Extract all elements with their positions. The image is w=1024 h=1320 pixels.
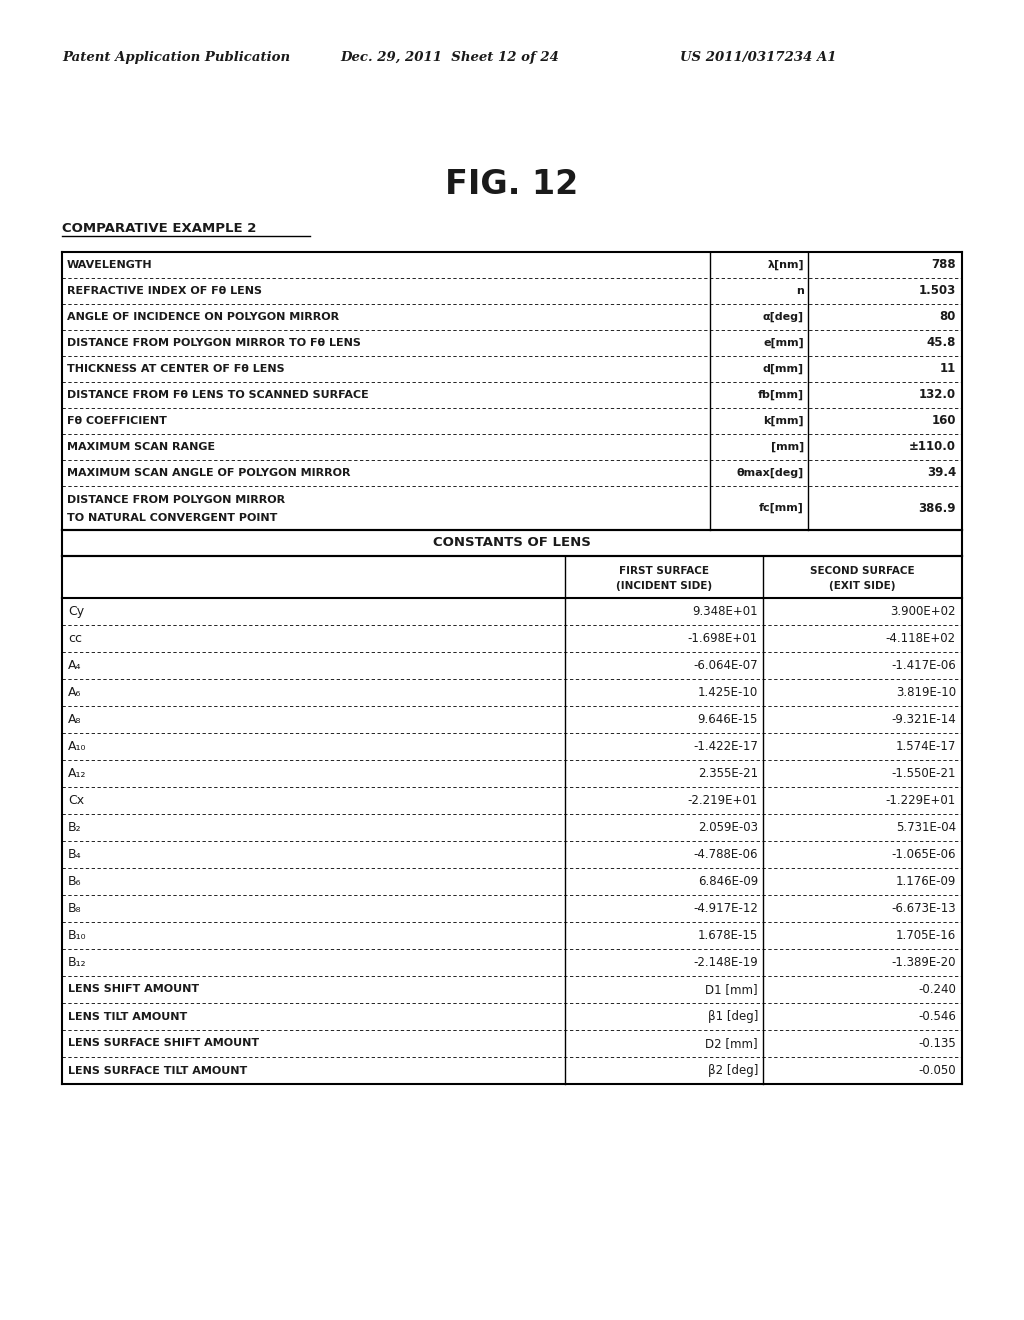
Text: 11: 11: [940, 363, 956, 375]
Text: -0.050: -0.050: [919, 1064, 956, 1077]
Text: CONSTANTS OF LENS: CONSTANTS OF LENS: [433, 536, 591, 549]
Text: -6.064E-07: -6.064E-07: [693, 659, 758, 672]
Text: -0.240: -0.240: [919, 983, 956, 997]
Text: 9.348E+01: 9.348E+01: [692, 605, 758, 618]
Text: -2.219E+01: -2.219E+01: [688, 795, 758, 807]
Text: B₆: B₆: [68, 875, 82, 888]
Text: -9.321E-14: -9.321E-14: [891, 713, 956, 726]
Text: n: n: [796, 286, 804, 296]
Text: B₈: B₈: [68, 902, 82, 915]
Text: B₄: B₄: [68, 847, 82, 861]
Text: FIG. 12: FIG. 12: [445, 169, 579, 202]
Text: DISTANCE FROM POLYGON MIRROR: DISTANCE FROM POLYGON MIRROR: [67, 495, 285, 506]
Text: -1.550E-21: -1.550E-21: [892, 767, 956, 780]
Text: LENS SURFACE TILT AMOUNT: LENS SURFACE TILT AMOUNT: [68, 1065, 247, 1076]
Text: ±110.0: ±110.0: [909, 441, 956, 454]
Text: MAXIMUM SCAN RANGE: MAXIMUM SCAN RANGE: [67, 442, 215, 451]
Text: Cy: Cy: [68, 605, 84, 618]
Text: d[mm]: d[mm]: [763, 364, 804, 374]
Text: β2 [deg]: β2 [deg]: [708, 1064, 758, 1077]
Text: WAVELENGTH: WAVELENGTH: [67, 260, 153, 271]
Text: DISTANCE FROM Fθ LENS TO SCANNED SURFACE: DISTANCE FROM Fθ LENS TO SCANNED SURFACE: [67, 389, 369, 400]
Text: SECOND SURFACE: SECOND SURFACE: [810, 566, 914, 576]
Text: θmax[deg]: θmax[deg]: [736, 467, 804, 478]
Text: [mm]: [mm]: [771, 442, 804, 453]
Text: LENS SURFACE SHIFT AMOUNT: LENS SURFACE SHIFT AMOUNT: [68, 1039, 259, 1048]
Text: k[mm]: k[mm]: [763, 416, 804, 426]
Text: 1.574E-17: 1.574E-17: [896, 741, 956, 752]
Text: 788: 788: [932, 259, 956, 272]
Text: B₂: B₂: [68, 821, 82, 834]
Text: 6.846E-09: 6.846E-09: [697, 875, 758, 888]
Text: (EXIT SIDE): (EXIT SIDE): [829, 581, 896, 591]
Text: 39.4: 39.4: [927, 466, 956, 479]
Text: 2.059E-03: 2.059E-03: [698, 821, 758, 834]
Text: B₁₂: B₁₂: [68, 956, 87, 969]
Text: -0.546: -0.546: [919, 1010, 956, 1023]
Text: 1.705E-16: 1.705E-16: [896, 929, 956, 942]
Text: 3.819E-10: 3.819E-10: [896, 686, 956, 700]
Text: -6.673E-13: -6.673E-13: [891, 902, 956, 915]
Text: -1.422E-17: -1.422E-17: [693, 741, 758, 752]
Text: D1 [mm]: D1 [mm]: [706, 983, 758, 997]
Text: fb[mm]: fb[mm]: [758, 389, 804, 400]
Text: LENS TILT AMOUNT: LENS TILT AMOUNT: [68, 1011, 187, 1022]
Text: COMPARATIVE EXAMPLE 2: COMPARATIVE EXAMPLE 2: [62, 222, 256, 235]
Text: -1.417E-06: -1.417E-06: [891, 659, 956, 672]
Text: 1.425E-10: 1.425E-10: [697, 686, 758, 700]
Text: LENS SHIFT AMOUNT: LENS SHIFT AMOUNT: [68, 985, 199, 994]
Text: MAXIMUM SCAN ANGLE OF POLYGON MIRROR: MAXIMUM SCAN ANGLE OF POLYGON MIRROR: [67, 469, 350, 478]
Text: -1.698E+01: -1.698E+01: [688, 632, 758, 645]
Text: -4.118E+02: -4.118E+02: [886, 632, 956, 645]
Text: 2.355E-21: 2.355E-21: [698, 767, 758, 780]
Text: 3.900E+02: 3.900E+02: [891, 605, 956, 618]
Text: A₄: A₄: [68, 659, 82, 672]
Text: -1.065E-06: -1.065E-06: [892, 847, 956, 861]
Text: fc[mm]: fc[mm]: [759, 503, 804, 513]
Text: 160: 160: [932, 414, 956, 428]
Text: e[mm]: e[mm]: [763, 338, 804, 348]
Text: -0.135: -0.135: [919, 1038, 956, 1049]
Text: TO NATURAL CONVERGENT POINT: TO NATURAL CONVERGENT POINT: [67, 512, 278, 523]
Text: -1.389E-20: -1.389E-20: [892, 956, 956, 969]
Text: 5.731E-04: 5.731E-04: [896, 821, 956, 834]
Text: A₆: A₆: [68, 686, 81, 700]
Text: α[deg]: α[deg]: [763, 312, 804, 322]
Text: A₈: A₈: [68, 713, 82, 726]
Text: cc: cc: [68, 632, 82, 645]
Text: 45.8: 45.8: [927, 337, 956, 350]
Text: Dec. 29, 2011  Sheet 12 of 24: Dec. 29, 2011 Sheet 12 of 24: [340, 51, 559, 65]
Text: A₁₀: A₁₀: [68, 741, 86, 752]
Text: λ[nm]: λ[nm]: [767, 260, 804, 271]
Text: DISTANCE FROM POLYGON MIRROR TO Fθ LENS: DISTANCE FROM POLYGON MIRROR TO Fθ LENS: [67, 338, 360, 348]
Text: -2.148E-19: -2.148E-19: [693, 956, 758, 969]
Text: D2 [mm]: D2 [mm]: [706, 1038, 758, 1049]
Text: -1.229E+01: -1.229E+01: [886, 795, 956, 807]
Text: β1 [deg]: β1 [deg]: [708, 1010, 758, 1023]
Text: -4.788E-06: -4.788E-06: [693, 847, 758, 861]
Text: 1.678E-15: 1.678E-15: [697, 929, 758, 942]
Text: 1.176E-09: 1.176E-09: [896, 875, 956, 888]
Text: 386.9: 386.9: [919, 502, 956, 515]
Text: 1.503: 1.503: [919, 285, 956, 297]
Text: FIRST SURFACE: FIRST SURFACE: [618, 566, 709, 576]
Text: 132.0: 132.0: [919, 388, 956, 401]
Text: A₁₂: A₁₂: [68, 767, 86, 780]
Text: ANGLE OF INCIDENCE ON POLYGON MIRROR: ANGLE OF INCIDENCE ON POLYGON MIRROR: [67, 312, 339, 322]
Text: THICKNESS AT CENTER OF Fθ LENS: THICKNESS AT CENTER OF Fθ LENS: [67, 364, 285, 374]
Text: 80: 80: [940, 310, 956, 323]
Text: -4.917E-12: -4.917E-12: [693, 902, 758, 915]
Text: Patent Application Publication: Patent Application Publication: [62, 51, 290, 65]
Text: REFRACTIVE INDEX OF Fθ LENS: REFRACTIVE INDEX OF Fθ LENS: [67, 286, 262, 296]
Text: (INCIDENT SIDE): (INCIDENT SIDE): [616, 581, 712, 591]
Text: Fθ COEFFICIENT: Fθ COEFFICIENT: [67, 416, 167, 426]
Text: US 2011/0317234 A1: US 2011/0317234 A1: [680, 51, 837, 65]
Text: B₁₀: B₁₀: [68, 929, 86, 942]
Text: 9.646E-15: 9.646E-15: [697, 713, 758, 726]
Text: Cx: Cx: [68, 795, 84, 807]
